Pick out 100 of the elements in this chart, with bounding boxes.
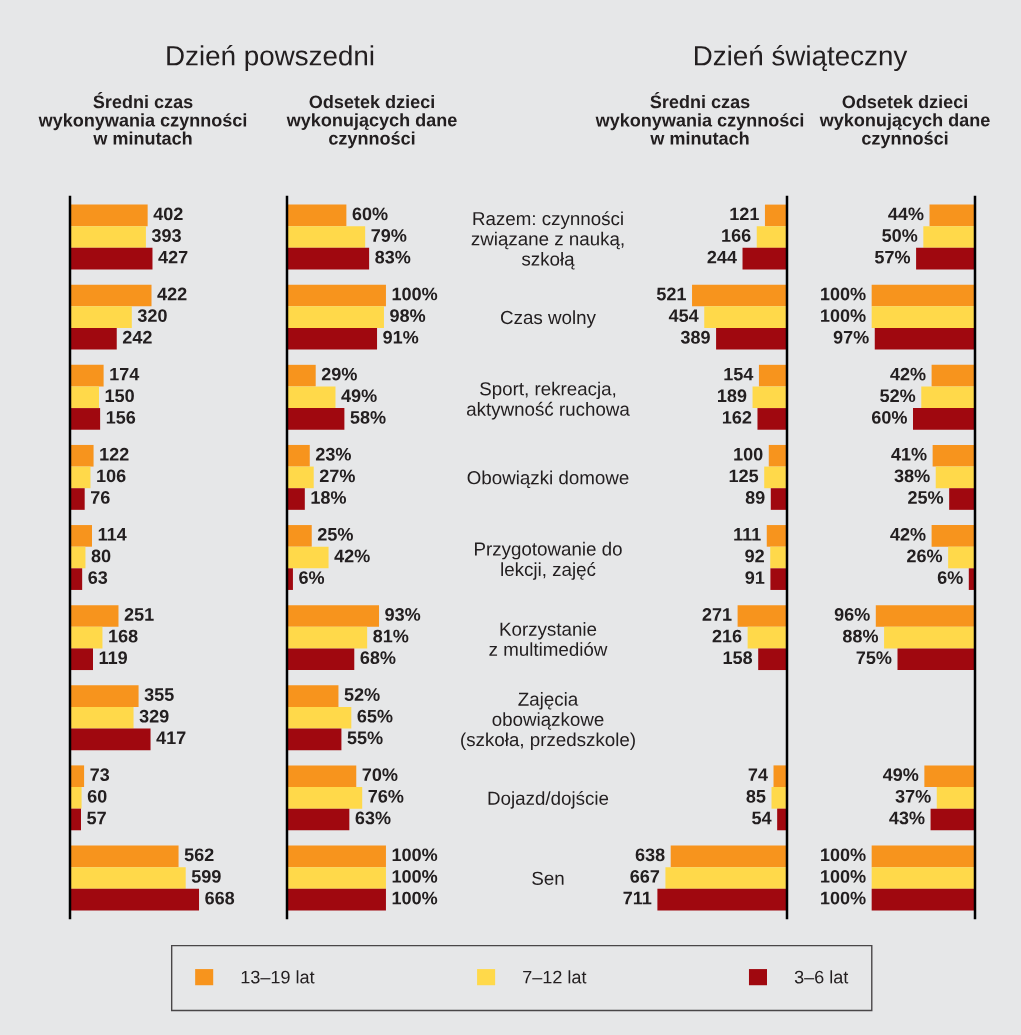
data-label: 242 — [122, 330, 152, 344]
data-label: 402 — [153, 207, 183, 221]
bar — [913, 408, 975, 430]
bar — [287, 765, 357, 788]
data-label: 29% — [321, 367, 357, 381]
data-label: 74 — [748, 768, 768, 781]
data-label: 49% — [341, 389, 377, 403]
data-label: 85 — [746, 789, 766, 803]
data-label: 158 — [723, 651, 753, 665]
bar — [871, 845, 975, 868]
bar — [747, 626, 787, 649]
data-label: 100% — [392, 287, 438, 301]
chart-subtitle: Średni czas wykonywania czynności w minutach — [38, 92, 247, 145]
chart-title: Dzień świąteczny — [694, 44, 908, 72]
data-label: 18% — [311, 491, 347, 504]
data-label: 60 — [87, 789, 107, 803]
bar — [949, 488, 975, 510]
y-tick-label: Dojazd/dojście — [488, 790, 609, 809]
data-label: 100% — [392, 848, 438, 862]
data-label: 41% — [891, 447, 927, 461]
bar — [287, 284, 386, 307]
data-label: 100% — [392, 891, 438, 905]
bar — [70, 728, 151, 751]
data-label: 25% — [908, 491, 944, 504]
data-label: 42% — [890, 527, 926, 541]
bar — [770, 568, 787, 590]
data-label: 52% — [344, 688, 380, 701]
data-label: 100% — [821, 287, 866, 301]
data-label: 98% — [390, 309, 426, 323]
bar — [768, 444, 787, 467]
data-label: 25% — [317, 527, 353, 541]
data-label: 93% — [385, 608, 421, 621]
data-label: 50% — [882, 229, 918, 242]
y-tick-label: Obowiązki domowe — [467, 470, 629, 489]
bar — [771, 787, 787, 809]
bar — [897, 648, 975, 671]
bar — [287, 546, 329, 569]
bar — [287, 728, 342, 751]
bar — [287, 226, 366, 248]
data-label: 189 — [718, 389, 747, 403]
data-label: 156 — [106, 410, 136, 424]
bar — [737, 605, 787, 627]
legend-label: 13–19 lat — [241, 970, 315, 984]
bar — [752, 386, 787, 409]
data-label: 100% — [821, 848, 866, 862]
bar — [929, 204, 975, 227]
bar — [70, 525, 93, 547]
bar — [70, 444, 94, 467]
data-label: 162 — [722, 410, 752, 424]
data-label: 6% — [937, 571, 963, 584]
chart-subtitle: Średni czas wykonywania czynności w minutach — [595, 92, 804, 145]
data-label: 100% — [821, 870, 866, 883]
y-tick-label: Sen — [532, 871, 564, 885]
bar — [70, 306, 132, 328]
data-label: 76 — [91, 491, 110, 504]
bar — [287, 626, 368, 649]
data-label: 668 — [205, 891, 235, 905]
bar — [875, 605, 975, 627]
bar — [758, 364, 787, 387]
bar — [921, 386, 975, 409]
data-label: 80 — [91, 549, 111, 563]
data-label: 44% — [888, 207, 924, 221]
data-label: 57% — [874, 250, 911, 264]
data-label: 427 — [158, 250, 188, 264]
y-tick-label: Sport, rekreacja, aktywność ruchowa — [466, 381, 630, 420]
data-label: 122 — [100, 447, 129, 461]
bar — [70, 787, 82, 809]
bar — [704, 306, 787, 328]
data-label: 100% — [392, 870, 438, 883]
data-label: 63% — [355, 811, 391, 825]
data-label: 54 — [752, 811, 772, 825]
data-label: 6% — [299, 571, 325, 584]
data-label: 251 — [124, 608, 154, 621]
bar — [665, 867, 787, 889]
bar — [287, 605, 380, 627]
y-tick-label: Przygotowanie do lekcji, zajęć — [475, 541, 622, 580]
bar — [70, 605, 119, 627]
data-label: 711 — [623, 891, 652, 905]
data-label: 174 — [110, 367, 140, 381]
bar — [871, 284, 975, 307]
bar — [287, 466, 314, 489]
bar — [70, 845, 179, 868]
bar — [287, 247, 370, 270]
data-label: 389 — [680, 330, 710, 344]
data-label: 75% — [856, 651, 892, 665]
bar — [287, 364, 316, 387]
bar — [287, 685, 339, 707]
data-label: 60% — [871, 410, 907, 424]
data-label: 599 — [191, 870, 221, 883]
data-label: 393 — [151, 229, 181, 242]
data-label: 70% — [362, 768, 398, 782]
bar — [70, 765, 85, 788]
data-label: 150 — [105, 389, 134, 403]
bar — [287, 408, 345, 430]
data-label: 125 — [729, 469, 759, 483]
data-label: 55% — [347, 731, 383, 745]
data-label: 52% — [880, 389, 916, 403]
data-label: 27% — [319, 469, 355, 483]
bar — [871, 867, 975, 889]
bar — [287, 706, 352, 729]
